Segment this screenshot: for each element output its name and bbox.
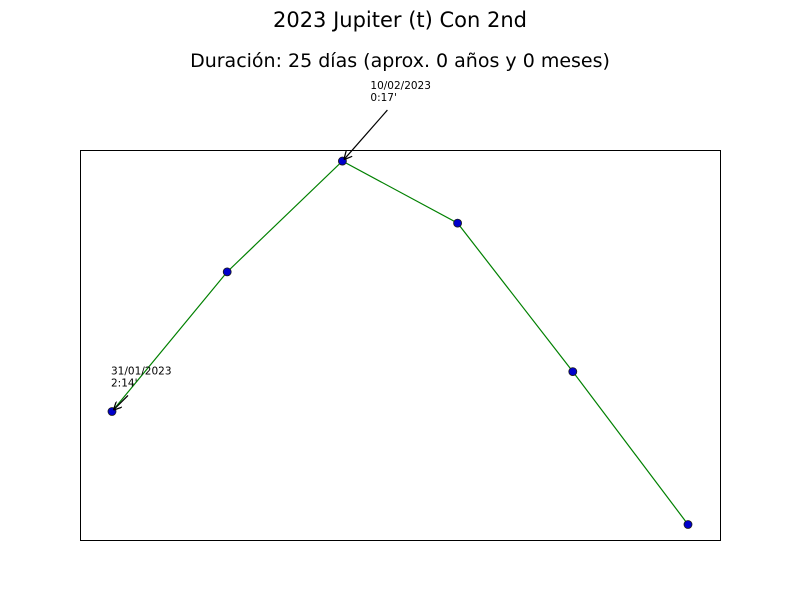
data-point bbox=[453, 218, 463, 228]
plot-frame bbox=[80, 150, 721, 541]
data-point bbox=[222, 267, 232, 277]
annotation-date: 31/01/2023 bbox=[111, 365, 172, 377]
annotation-arrow bbox=[344, 109, 388, 159]
annotation-arrow bbox=[114, 395, 129, 409]
chart-subtitle: Duración: 25 días (aprox. 0 años y 0 mes… bbox=[190, 50, 610, 72]
annotation-value: 2:14' bbox=[111, 377, 137, 389]
series-line bbox=[111, 160, 689, 525]
chart-title: 2023 Jupiter (t) Con 2nd bbox=[272, 8, 528, 32]
annotation-value: 0:17' bbox=[370, 92, 396, 104]
data-point bbox=[568, 367, 578, 376]
annotation-date: 10/02/2023 bbox=[370, 80, 431, 92]
data-point bbox=[683, 520, 693, 529]
